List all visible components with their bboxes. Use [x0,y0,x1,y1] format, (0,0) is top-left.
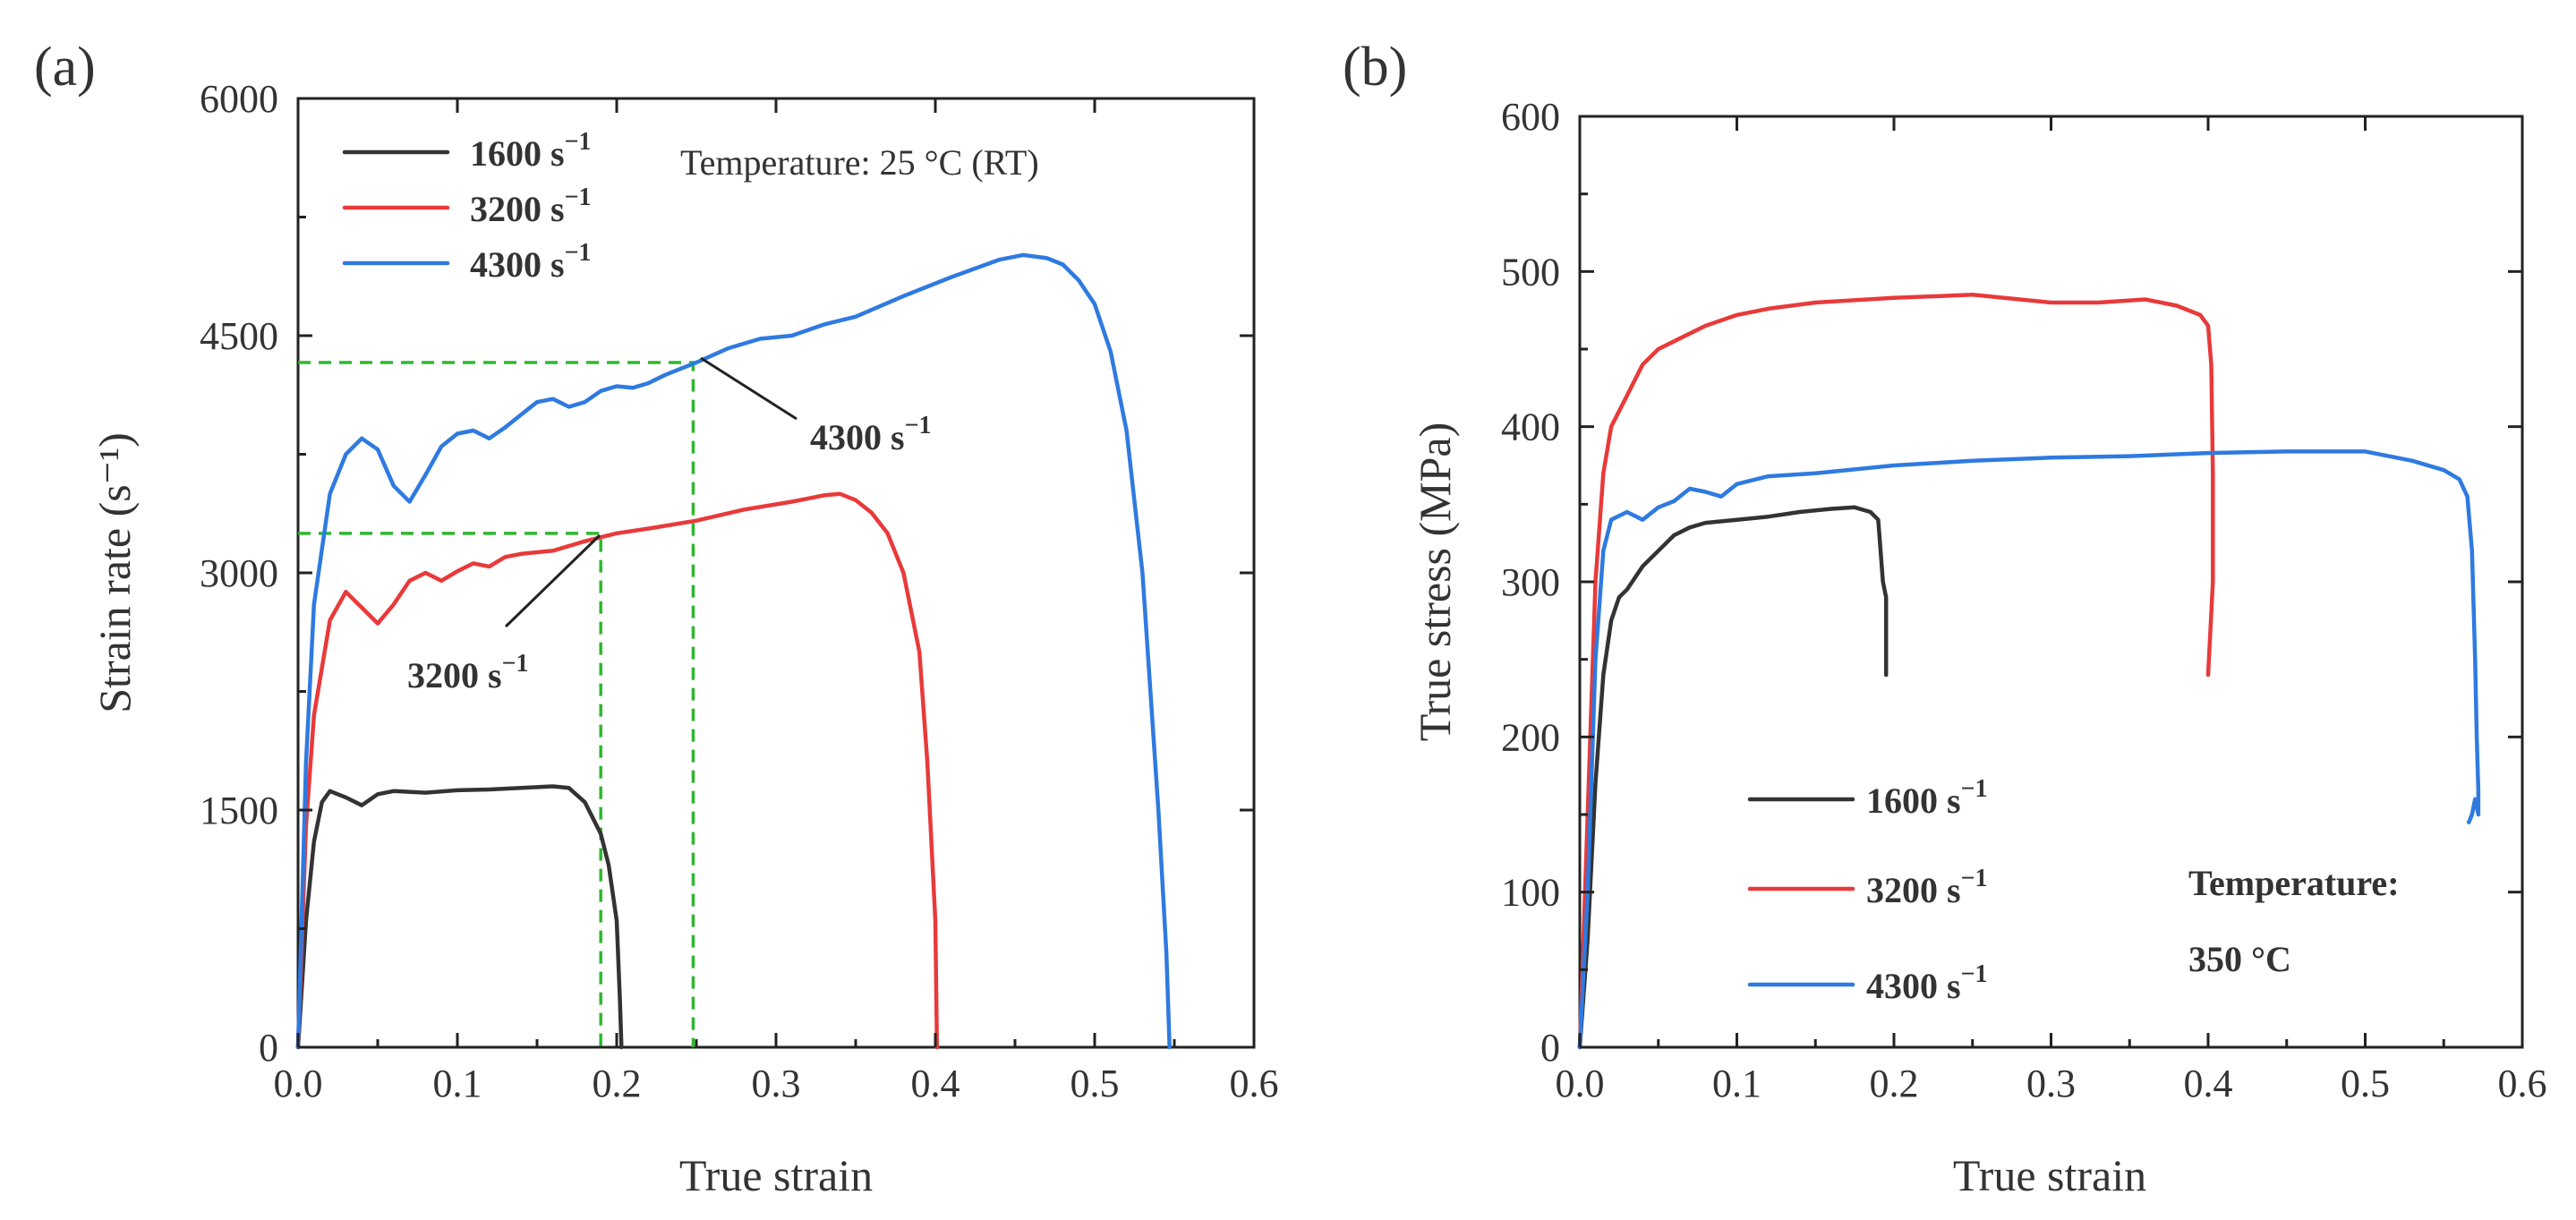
callout-4300-label: 4300 s−1 [810,412,932,457]
x-tick-label: 0.4 [911,1062,960,1105]
panel-b-y-axis-label: True stress (MPa) [1410,422,1460,742]
y-tick-label: 200 [1501,715,1560,759]
y-tick-label: 0 [259,1026,278,1070]
panel-a-temperature-note: Temperature: 25 °C (RT) [680,142,1039,183]
x-tick-label: 0.3 [2026,1062,2076,1105]
y-tick-label: 0 [1540,1026,1560,1070]
y-tick-label: 3000 [200,551,278,595]
x-tick-label: 0.0 [274,1062,323,1105]
panel-a-axes-frame [296,97,1256,1049]
x-tick-label: 0.2 [1870,1062,1919,1105]
x-tick-label: 0.5 [1070,1062,1120,1105]
panel-a-plot: 0.0 0.1 0.2 0.3 0.4 0.5 0.6 01500300045006000 … [90,77,1279,1200]
panel-a-series [295,252,1172,1050]
panel-a-x-axis-label: True strain [679,1150,873,1200]
series-line-s1600 [295,784,624,1050]
series-line-s1600 [1577,505,1889,1050]
x-tick-label: 0.1 [1712,1062,1761,1105]
legend-b-label-1600: 1600 s−1 [1866,775,1988,821]
legend-label-3200: 3200 s−1 [470,183,592,229]
callout-4300-pointer [700,356,798,421]
y-tick-label: 4500 [200,314,278,358]
panel-b-ticks [1578,115,2524,1049]
y-tick-label: 6000 [200,77,278,121]
y-tick-label: 300 [1501,560,1560,604]
panel-b-label: (b) [1343,37,1407,98]
panel-b-x-axis-label: True strain [1953,1150,2146,1200]
panel-a-ticks [296,97,1256,1049]
panel-b-series [1577,293,2481,1050]
y-tick-label: 600 [1501,95,1560,139]
panel-a-label: (a) [34,37,96,98]
panel-a-legend: 1600 s−1 3200 s−1 4300 s−1 [342,128,592,285]
panel-b-legend: 1600 s−1 3200 s−1 4300 s−1 [1747,775,1988,1006]
series-line-s3200 [1577,293,2215,1050]
callout-3200-label: 3200 s−1 [407,650,529,695]
callout-3200-pointer [504,533,601,628]
panel-a-y-axis-label: Strain rate (s⁻¹) [90,432,140,713]
guide-line [298,361,695,1047]
x-tick-label: 0.1 [433,1062,482,1105]
x-tick-label: 0.6 [1230,1062,1279,1105]
x-tick-label: 0.3 [752,1062,801,1105]
series-line-s4300 [295,252,1172,1050]
guide-line [298,532,602,1047]
x-tick-label: 0.2 [593,1062,642,1105]
panel-b-x-tick-labels: 0.0 0.1 0.2 0.3 0.4 0.5 0.6 [1556,1062,2547,1105]
legend-label-1600: 1600 s−1 [470,128,592,174]
legend-b-label-3200: 3200 s−1 [1866,865,1988,910]
x-tick-label: 0.5 [2341,1062,2390,1105]
y-tick-label: 1500 [200,789,278,832]
x-tick-label: 0.4 [2184,1062,2233,1105]
panel-a-x-tick-labels: 0.0 0.1 0.2 0.3 0.4 0.5 0.6 [274,1062,1279,1105]
panel-a-guide-lines [298,361,695,1047]
series-line-s3200 [295,491,940,1050]
panel-a-y-tick-labels: 0 1500 3000 4500 6000 [200,77,278,1070]
panel-b-temperature-value: 350 °C [2188,939,2291,979]
y-tick-label: 500 [1501,250,1560,294]
series-line-s4300 [1577,449,2481,1050]
panel-b-temperature-label: Temperature: [2188,863,2400,903]
panel-b-plot: 0.0 0.1 0.2 0.3 0.4 0.5 0.6 0 100 200 300 400 500 60… [1410,95,2547,1200]
x-tick-label: 0.0 [1556,1062,1605,1105]
panel-b-axes-frame [1578,115,2524,1049]
legend-label-4300: 4300 s−1 [470,239,592,285]
x-tick-label: 0.6 [2498,1062,2547,1105]
legend-b-label-4300: 4300 s−1 [1866,960,1988,1006]
panel-b-y-tick-labels: 0 100 200 300 400 500 600 [1501,95,1560,1070]
y-tick-label: 100 [1501,871,1560,915]
y-tick-label: 400 [1501,405,1560,449]
